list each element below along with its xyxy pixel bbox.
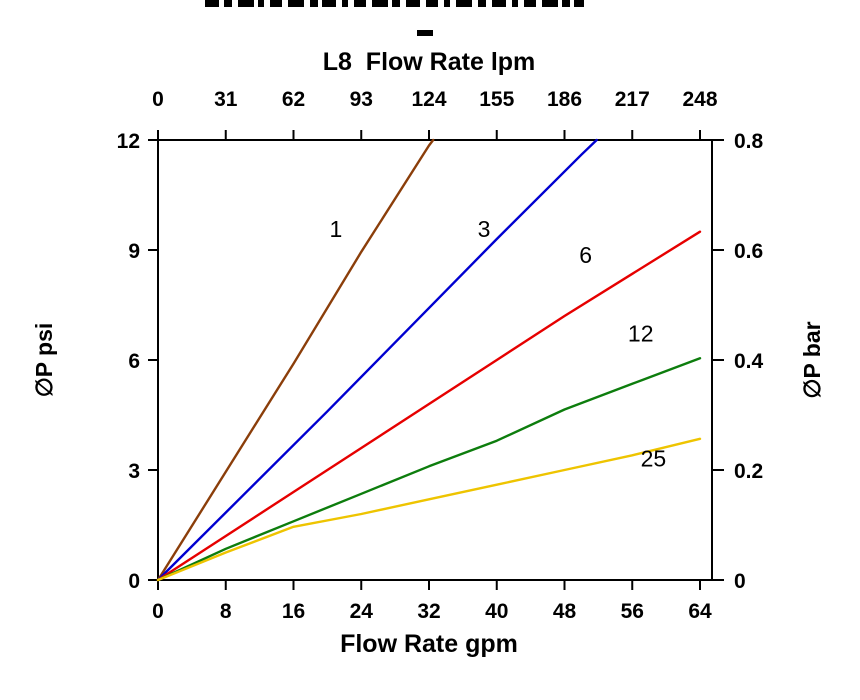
right-axis-tick-label: 0.2 [734, 460, 763, 483]
bottom-axis-tick-label: 0 [152, 600, 164, 623]
left-axis-tick-label: 6 [128, 350, 140, 373]
series-line-25 [156, 437, 702, 582]
right-axis-tick-label: 0.8 [734, 130, 764, 153]
bottom-axis-tick-label: 24 [350, 600, 374, 623]
series-label-1: 1 [329, 216, 342, 242]
right-axis-tick-label: 0 [734, 570, 746, 593]
left-axis-title: ∅P psi [31, 323, 57, 398]
series-label-6: 6 [579, 242, 592, 268]
top-axis-tick-label: 248 [682, 88, 717, 111]
top-axis-tick-label: 217 [615, 88, 650, 111]
top-axis-tick-label: 0 [152, 88, 164, 111]
bottom-axis-tick-label: 8 [220, 600, 232, 623]
cropped-text-fragment [417, 30, 433, 36]
right-axis-title: ∅P bar [799, 321, 825, 398]
series-label-12: 12 [628, 321, 654, 347]
top-axis-tick-label: 124 [411, 88, 446, 111]
top-axis-tick-label: 186 [547, 88, 582, 111]
bottom-axis-title: Flow Rate gpm [340, 630, 518, 658]
top-axis-tick-label: 31 [214, 88, 238, 111]
plot-frame [157, 139, 713, 581]
top-axis-title: L8 Flow Rate lpm [323, 48, 536, 76]
series-line-1 [156, 138, 435, 582]
left-axis-tick-label: 9 [128, 240, 140, 263]
bottom-axis-tick-label: 32 [417, 600, 440, 623]
bottom-axis-tick-label: 40 [485, 600, 508, 623]
top-axis-tick-label: 62 [282, 88, 305, 111]
top-axis-tick-label: 93 [350, 88, 373, 111]
series-line-3 [156, 138, 598, 582]
series-label-3: 3 [478, 216, 491, 242]
series-line-6 [156, 230, 702, 582]
bottom-axis-tick-label: 48 [553, 600, 577, 623]
right-axis-tick-label: 0.6 [734, 240, 763, 263]
bottom-axis-tick-label: 16 [282, 600, 305, 623]
bottom-axis-tick-label: 64 [688, 600, 712, 623]
series-line-12 [156, 357, 702, 582]
left-axis-tick-label: 12 [117, 130, 140, 153]
left-axis-tick-label: 3 [128, 460, 140, 483]
left-axis-tick-label: 0 [128, 570, 140, 593]
top-axis-tick-label: 155 [479, 88, 514, 111]
right-axis-tick-label: 0.4 [734, 350, 764, 373]
bottom-axis-tick-label: 56 [621, 600, 644, 623]
cropped-text-fragment [205, 0, 584, 36]
series-label-25: 25 [641, 445, 667, 471]
